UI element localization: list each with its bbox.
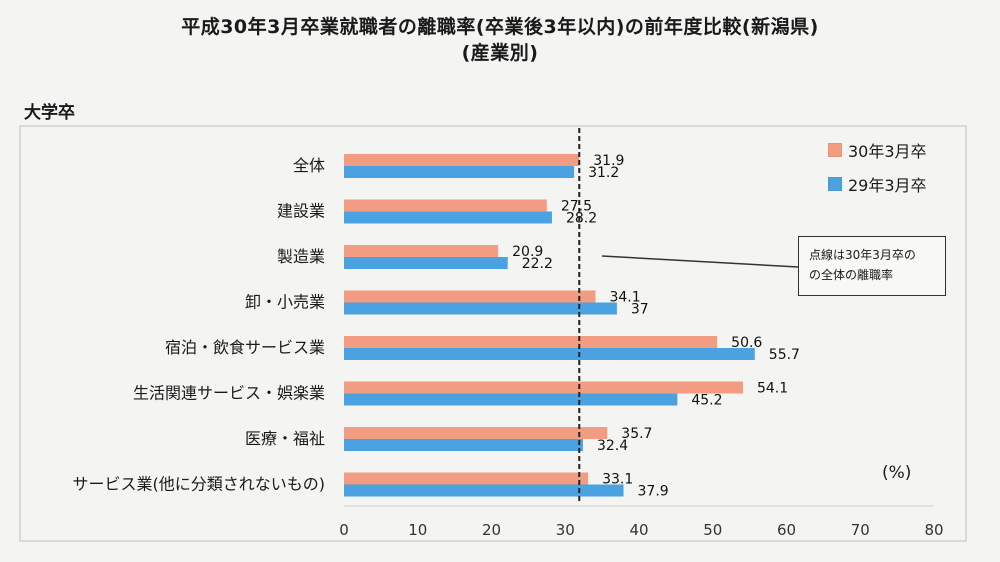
legend-swatch-30	[828, 143, 842, 157]
bar-29	[344, 393, 678, 406]
data-label: 50.6	[731, 335, 762, 351]
legend-swatch-29	[828, 177, 842, 191]
legend-item-30: 30年3月卒	[828, 138, 927, 162]
data-label: 55.7	[769, 347, 800, 363]
legend-label-30: 30年3月卒	[848, 142, 927, 161]
x-tick-label: 40	[629, 521, 648, 539]
bar-29	[344, 439, 583, 451]
bar-30	[344, 427, 608, 439]
callout-box: 点線は30年3月卒の の全体の離職率	[798, 236, 946, 296]
data-label: 31.9	[593, 153, 624, 169]
category-label: 医療・福祉	[245, 429, 325, 448]
data-label: 35.7	[621, 426, 652, 442]
chart-title: 平成30年3月卒業就職者の離職率(卒業後3年以内)の前年度比較(新潟県)	[181, 16, 819, 38]
x-tick-label: 50	[703, 521, 722, 539]
data-label: 22.2	[522, 256, 553, 272]
x-tick-label: 80	[924, 521, 943, 539]
x-tick-label: 20	[482, 521, 501, 539]
callout-line-2: の全体の離職率	[809, 268, 894, 282]
data-label: 37	[631, 302, 649, 318]
x-tick-label: 70	[851, 521, 870, 539]
legend-label-29: 29年3月卒	[848, 176, 927, 195]
data-label: 54.1	[757, 381, 788, 397]
data-label: 32.4	[597, 438, 628, 454]
bar-30	[344, 336, 718, 348]
category-label: 建設業	[277, 202, 325, 221]
callout-line-1: 点線は30年3月卒の	[809, 248, 916, 262]
x-tick-label: 0	[339, 521, 349, 539]
x-tick-label: 30	[556, 521, 575, 539]
data-label: 45.2	[691, 393, 722, 409]
bar-30	[344, 290, 596, 303]
data-label: 37.9	[638, 484, 669, 500]
callout-pointer	[601, 255, 799, 268]
bar-29	[344, 211, 552, 224]
data-label: 34.1	[609, 290, 640, 306]
data-label: 27.5	[561, 199, 592, 215]
category-label: サービス業(他に分類されないもの)	[73, 475, 326, 494]
bar-30	[344, 472, 589, 485]
data-label: 28.2	[566, 211, 597, 227]
x-tick-label: 10	[408, 521, 427, 539]
data-label: 31.2	[588, 165, 619, 181]
bar-30	[344, 245, 499, 257]
plot-frame	[19, 125, 967, 542]
category-label: 全体	[293, 156, 325, 175]
x-tick-label: 60	[777, 521, 796, 539]
bar-30	[344, 154, 580, 166]
data-label: 20.9	[512, 244, 543, 260]
bar-29	[344, 484, 624, 497]
bar-30	[344, 381, 743, 394]
data-label: 33.1	[602, 472, 633, 488]
legend-item-29: 29年3月卒	[828, 172, 927, 196]
category-label: 宿泊・飲食サービス業	[165, 338, 325, 357]
bar-30	[344, 199, 547, 212]
bar-29	[344, 348, 755, 360]
unit-label: (%)	[882, 463, 912, 483]
bar-29	[344, 166, 575, 178]
category-label: 卸・小売業	[245, 293, 325, 312]
category-label: 製造業	[277, 247, 325, 266]
chart-subtitle: (産業別)	[461, 42, 539, 64]
category-label: 生活関連サービス・娯楽業	[133, 384, 325, 403]
section-label: 大学卒	[24, 103, 75, 123]
bar-29	[344, 302, 617, 315]
bar-29	[344, 257, 508, 269]
